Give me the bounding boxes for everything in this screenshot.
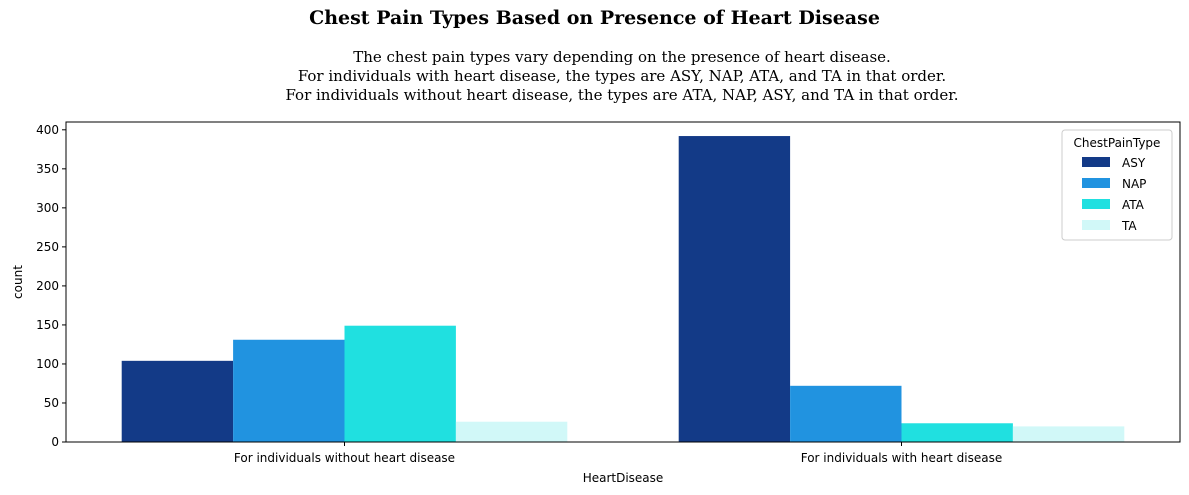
x-axis: For individuals without heart disease For… bbox=[234, 442, 1002, 465]
y-tick-label: 300 bbox=[36, 201, 59, 215]
bars-layer bbox=[121, 136, 1125, 443]
y-axis: 0 50 100 150 200 250 300 350 400 bbox=[36, 123, 66, 449]
y-tick-label: 250 bbox=[36, 240, 59, 254]
y-axis-label: count bbox=[11, 265, 25, 299]
bar-ata-without bbox=[344, 325, 456, 442]
bar-ata-with bbox=[901, 423, 1013, 442]
bar-ta-with bbox=[1012, 426, 1125, 442]
legend-title: ChestPainType bbox=[1074, 136, 1161, 150]
legend-label-ta: TA bbox=[1121, 219, 1137, 233]
y-tick-label: 200 bbox=[36, 279, 59, 293]
y-tick-label: 150 bbox=[36, 318, 59, 332]
subtitle-line-1: The chest pain types vary depending on t… bbox=[353, 48, 891, 66]
subtitle-line-2: For individuals with heart disease, the … bbox=[297, 67, 947, 85]
legend-swatch-ata bbox=[1082, 199, 1110, 209]
subtitle-line-3: For individuals without heart disease, t… bbox=[285, 86, 959, 104]
y-tick-label: 50 bbox=[44, 396, 59, 410]
bar-ta-without bbox=[455, 421, 568, 442]
x-tick-label: For individuals with heart disease bbox=[801, 451, 1003, 465]
bar-asy-with bbox=[678, 136, 791, 443]
chart-title: Chest Pain Types Based on Presence of He… bbox=[309, 7, 880, 29]
bar-asy-without bbox=[121, 360, 234, 442]
legend-label-ata: ATA bbox=[1122, 198, 1145, 212]
y-tick-label: 400 bbox=[36, 123, 59, 137]
plot-frame bbox=[65, 121, 1181, 443]
legend-label-nap: NAP bbox=[1122, 177, 1146, 191]
y-tick-label: 350 bbox=[36, 162, 59, 176]
y-tick-label: 0 bbox=[51, 435, 59, 449]
chart-subtitle: The chest pain types vary depending on t… bbox=[246, 48, 998, 105]
legend-swatch-ta bbox=[1082, 220, 1110, 230]
legend-swatch-nap bbox=[1082, 178, 1110, 188]
x-axis-label: HeartDisease bbox=[583, 471, 664, 485]
legend-swatch-asy bbox=[1082, 157, 1110, 167]
y-tick-label: 100 bbox=[36, 357, 59, 371]
bar-nap-without bbox=[233, 339, 345, 442]
legend: ChestPainType ASY NAP ATA TA bbox=[1061, 129, 1173, 241]
bar-nap-with bbox=[790, 385, 902, 442]
x-tick-label: For individuals without heart disease bbox=[234, 451, 455, 465]
legend-label-asy: ASY bbox=[1122, 156, 1146, 170]
